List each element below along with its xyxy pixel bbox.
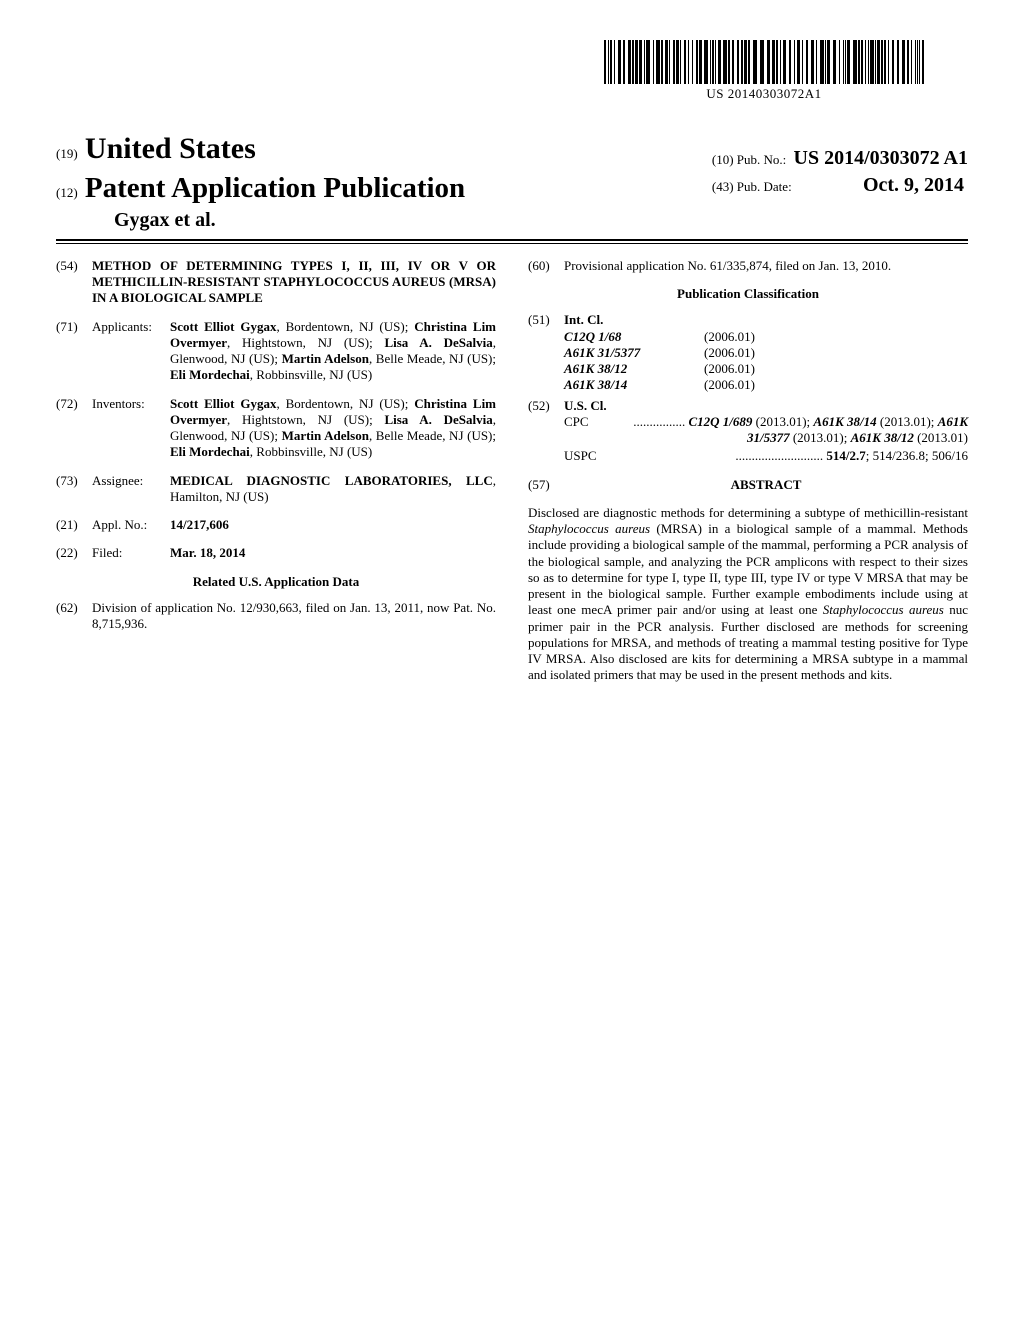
application-number: 14/217,606: [170, 517, 496, 533]
field-54-title: (54) METHOD OF DETERMINING TYPES I, II, …: [56, 258, 496, 307]
provisional-body: Provisional application No. 61/335,874, …: [564, 258, 968, 274]
field-71-applicants: (71) Applicants: Scott Elliot Gygax, Bor…: [56, 319, 496, 384]
field-72-code: (72): [56, 396, 92, 461]
field-72-inventors: (72) Inventors: Scott Elliot Gygax, Bord…: [56, 396, 496, 461]
field-72-label: Inventors:: [92, 396, 170, 461]
field-21-code: (21): [56, 517, 92, 533]
field-21-label: Appl. No.:: [92, 517, 170, 533]
field-71-code: (71): [56, 319, 92, 384]
field-73-label: Assignee:: [92, 473, 170, 506]
publication-number: US 2014/0303072 A1: [794, 147, 968, 169]
intcl-code: A61K 31/5377: [564, 345, 704, 361]
cpc-label: CPC: [564, 414, 604, 447]
intcl-label: Int. Cl.: [564, 312, 968, 328]
field-60-provisional: (60) Provisional application No. 61/335,…: [528, 258, 968, 274]
field-60-code: (60): [528, 258, 564, 274]
abstract-head: ABSTRACT: [564, 477, 968, 493]
intcl-year: (2006.01): [704, 329, 755, 345]
intcl-code: A61K 38/14: [564, 377, 704, 393]
intcl-row: C12Q 1/68(2006.01): [564, 329, 968, 345]
divider-thin: [56, 243, 968, 244]
intcl-row: A61K 38/12(2006.01): [564, 361, 968, 377]
field-12-code: (12): [56, 185, 78, 200]
field-22-code: (22): [56, 545, 92, 561]
publication-classification-head: Publication Classification: [528, 286, 968, 302]
intcl-row: A61K 31/5377(2006.01): [564, 345, 968, 361]
uspc-codes: 514/2.7; 514/236.8; 506/16: [826, 448, 968, 463]
barcode-block: US 20140303072A1: [604, 40, 924, 102]
field-62-division: (62) Division of application No. 12/930,…: [56, 600, 496, 633]
left-column: (54) METHOD OF DETERMINING TYPES I, II, …: [56, 258, 496, 684]
bibliographic-columns: (54) METHOD OF DETERMINING TYPES I, II, …: [56, 258, 968, 684]
intcl-year: (2006.01): [704, 361, 755, 377]
intcl-code: C12Q 1/68: [564, 329, 704, 345]
intcl-year: (2006.01): [704, 345, 755, 361]
right-column: (60) Provisional application No. 61/335,…: [528, 258, 968, 684]
intcl-row: A61K 38/14(2006.01): [564, 377, 968, 393]
field-71-label: Applicants:: [92, 319, 170, 384]
cpc-leader: ................: [633, 414, 688, 429]
field-54-code: (54): [56, 258, 92, 307]
pub-number-date-block: (10) Pub. No.: US 2014/0303072 A1 (43) P…: [712, 146, 968, 198]
applicants-list: Scott Elliot Gygax, Bordentown, NJ (US);…: [170, 319, 496, 384]
pubdate-label: Pub. Date:: [737, 179, 792, 194]
field-62-code: (62): [56, 600, 92, 633]
cpc-codes: C12Q 1/689 (2013.01); A61K 38/14 (2013.0…: [688, 414, 968, 445]
field-51-code: (51): [528, 312, 564, 393]
publication-date: Oct. 9, 2014: [863, 174, 964, 196]
field-51-intcl: (51) Int. Cl. C12Q 1/68(2006.01)A61K 31/…: [528, 312, 968, 393]
publication-type: Patent Application Publication: [85, 172, 465, 204]
inventors-list: Scott Elliot Gygax, Bordentown, NJ (US);…: [170, 396, 496, 461]
assignee-body: MEDICAL DIAGNOSTIC LABORATORIES, LLC, Ha…: [170, 473, 496, 506]
invention-title: METHOD OF DETERMINING TYPES I, II, III, …: [92, 258, 496, 307]
field-10-code: (10): [712, 152, 734, 167]
intcl-rows: C12Q 1/68(2006.01)A61K 31/5377(2006.01)A…: [564, 329, 968, 394]
field-52-code: (52): [528, 398, 564, 465]
intcl-year: (2006.01): [704, 377, 755, 393]
field-52-uscl: (52) U.S. Cl. CPC ................ C12Q …: [528, 398, 968, 465]
field-73-assignee: (73) Assignee: MEDICAL DIAGNOSTIC LABORA…: [56, 473, 496, 506]
country-name: United States: [85, 132, 256, 165]
barcode-number: US 20140303072A1: [604, 86, 924, 102]
pubno-label: Pub. No.:: [737, 152, 786, 167]
related-us-app-head: Related U.S. Application Data: [56, 574, 496, 590]
barcode-graphic: [604, 40, 924, 84]
filed-date: Mar. 18, 2014: [170, 545, 496, 561]
authors-et-al: Gygax et al.: [114, 208, 968, 233]
uspc-leader: ...........................: [735, 448, 826, 463]
field-19-code: (19): [56, 146, 78, 161]
uscl-label: U.S. Cl.: [564, 398, 968, 414]
divider-thick: [56, 239, 968, 241]
field-21-applno: (21) Appl. No.: 14/217,606: [56, 517, 496, 533]
field-43-code: (43): [712, 179, 734, 194]
field-73-code: (73): [56, 473, 92, 506]
uspc-label: USPC: [564, 448, 610, 464]
field-57-code: (57): [528, 477, 564, 499]
field-22-label: Filed:: [92, 545, 170, 561]
division-body: Division of application No. 12/930,663, …: [92, 600, 496, 633]
field-22-filed: (22) Filed: Mar. 18, 2014: [56, 545, 496, 561]
intcl-code: A61K 38/12: [564, 361, 704, 377]
abstract-body: Disclosed are diagnostic methods for det…: [528, 505, 968, 684]
